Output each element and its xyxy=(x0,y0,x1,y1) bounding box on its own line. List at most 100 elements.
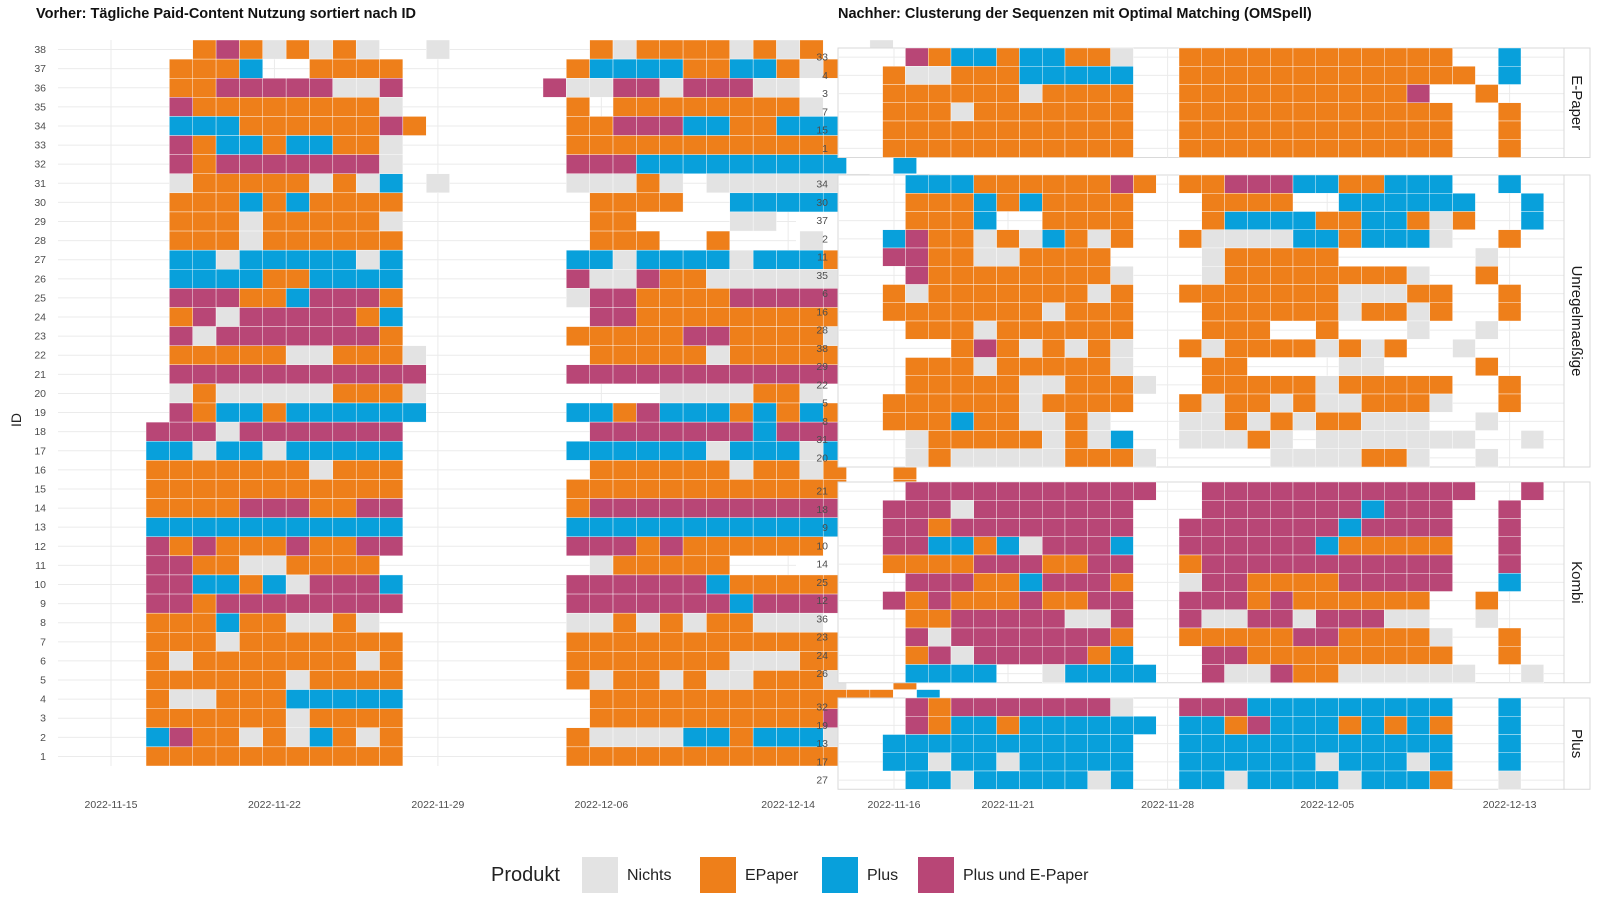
right-cell-epaper xyxy=(996,573,1020,592)
left-cell-epaper xyxy=(239,632,263,652)
right-cell-epaper xyxy=(996,339,1020,358)
right-cell-nichts xyxy=(1178,412,1202,431)
left-cell-epaper xyxy=(262,192,287,213)
left-cell-epaper xyxy=(332,116,357,136)
left-cell-kombi xyxy=(285,364,310,385)
left-cell-nichts xyxy=(566,173,590,194)
right-cell-epaper xyxy=(996,84,1020,103)
right-cell-kombi xyxy=(1224,174,1248,194)
right-cell-epaper xyxy=(996,229,1020,249)
right-cell-epaper xyxy=(1064,174,1088,194)
right-cell-epaper xyxy=(1247,393,1271,413)
left-cell-nichts xyxy=(192,689,217,709)
left-cell-kombi xyxy=(706,364,730,385)
right-cell-kombi xyxy=(1224,518,1248,537)
left-cell-epaper xyxy=(355,746,380,767)
right-cell-epaper xyxy=(1429,66,1453,85)
left-cell-epaper xyxy=(239,288,263,308)
right-cell-plus xyxy=(950,752,974,772)
right-cell-epaper xyxy=(950,193,974,212)
right-cell-epaper xyxy=(1338,139,1362,158)
left-cell-epaper xyxy=(612,211,637,232)
right-y-tick-label: 20 xyxy=(816,452,828,464)
left-cell-epaper xyxy=(239,574,263,595)
right-cell-nichts xyxy=(950,770,974,790)
right-cell-epaper xyxy=(1019,320,1043,340)
right-cell-kombi xyxy=(1429,500,1453,519)
left-cell-epaper xyxy=(379,746,404,767)
right-cell-epaper xyxy=(1064,554,1088,574)
left-cell-plus xyxy=(239,517,263,537)
left-cell-epaper xyxy=(659,479,684,499)
right-cell-epaper xyxy=(882,554,906,574)
left-cell-epaper xyxy=(262,173,287,194)
left-cell-epaper xyxy=(262,97,287,117)
left-cell-kombi xyxy=(309,326,334,346)
right-cell-epaper xyxy=(1292,573,1316,592)
right-cell-kombi xyxy=(1497,536,1522,556)
left-cell-nichts xyxy=(285,670,310,690)
left-cell-epaper xyxy=(379,230,404,251)
left-y-tick-label: 11 xyxy=(35,560,46,572)
left-cell-epaper xyxy=(706,555,730,576)
right-cell-plus xyxy=(1406,193,1430,212)
right-cell-kombi xyxy=(1041,500,1066,519)
right-cell-epaper xyxy=(1224,357,1248,376)
left-cell-plus xyxy=(589,402,614,423)
left-cell-epaper xyxy=(706,708,730,728)
left-cell-epaper xyxy=(566,498,590,518)
left-cell-kombi xyxy=(542,78,567,98)
left-cell-kombi xyxy=(612,307,637,327)
right-cell-epaper xyxy=(1247,193,1271,212)
left-cell-epaper xyxy=(752,135,777,155)
right-cell-kombi xyxy=(1110,500,1134,519)
right-cell-epaper xyxy=(1041,284,1066,303)
right-cell-epaper xyxy=(973,536,997,556)
left-cell-nichts xyxy=(215,383,240,404)
right-cell-epaper xyxy=(1087,357,1111,376)
right-cell-epaper xyxy=(1406,591,1430,610)
right-cell-epaper xyxy=(996,193,1020,212)
right-cell-epaper xyxy=(1269,284,1294,303)
right-cell-epaper xyxy=(1224,302,1248,322)
right-cell-epaper xyxy=(1269,302,1294,322)
left-y-tick-label: 9 xyxy=(40,598,46,610)
left-cell-epaper xyxy=(776,383,801,404)
right-cell-epaper xyxy=(1019,284,1043,303)
left-cell-epaper xyxy=(706,39,730,60)
left-cell-kombi xyxy=(682,574,707,595)
right-cell-kombi xyxy=(1178,697,1202,717)
right-cell-kombi xyxy=(1201,573,1225,592)
right-cell-plus xyxy=(1201,752,1225,772)
right-cell-nichts xyxy=(1269,393,1294,413)
left-y-tick-label: 4 xyxy=(40,694,46,706)
left-cell-nichts xyxy=(706,670,730,690)
left-cell-kombi xyxy=(285,307,310,327)
left-cell-kombi xyxy=(612,536,637,557)
left-cell-kombi xyxy=(169,364,193,385)
right-cell-epaper xyxy=(1497,229,1522,249)
left-cell-nichts xyxy=(752,269,777,289)
left-cell-epaper xyxy=(309,632,334,652)
left-cell-nichts xyxy=(309,460,334,480)
right-cell-epaper xyxy=(1338,266,1362,285)
right-cell-epaper xyxy=(1224,193,1248,212)
left-cell-epaper xyxy=(332,383,357,404)
right-cell-plus xyxy=(1315,174,1339,194)
right-cell-nichts xyxy=(1247,412,1271,431)
right-cell-epaper xyxy=(1292,102,1316,122)
left-cell-nichts xyxy=(752,211,777,232)
right-cell-epaper xyxy=(1041,174,1066,194)
right-cell-epaper xyxy=(1315,320,1339,340)
left-cell-epaper xyxy=(285,173,310,194)
right-cell-epaper xyxy=(1292,646,1316,665)
left-cell-epaper xyxy=(145,498,170,518)
left-cell-epaper xyxy=(729,632,754,652)
right-cell-plus xyxy=(1361,229,1385,249)
right-cell-plus xyxy=(1383,697,1408,717)
left-cell-epaper xyxy=(192,746,217,767)
right-cell-epaper xyxy=(1041,357,1066,376)
left-cell-epaper xyxy=(215,651,240,671)
right-cell-kombi xyxy=(1429,554,1453,574)
right-cell-epaper xyxy=(1224,320,1248,340)
